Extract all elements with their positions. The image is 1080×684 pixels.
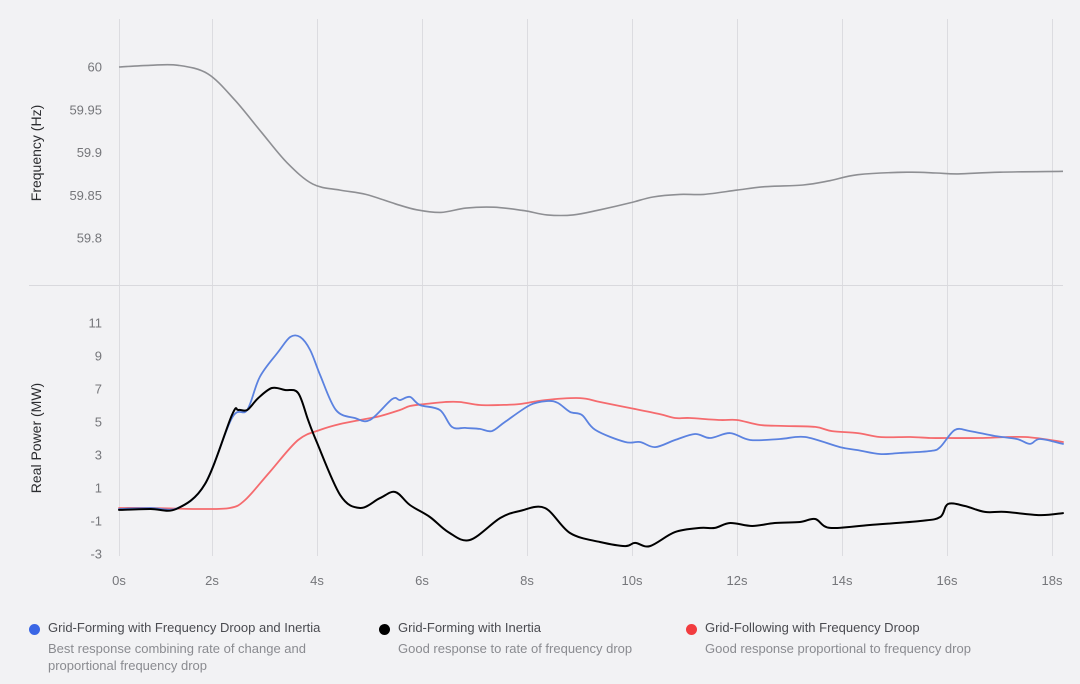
x-tick-label: 12s bbox=[727, 573, 748, 588]
gfm-inertia-line bbox=[118, 386, 1064, 548]
power-y-tick-label: 5 bbox=[95, 415, 102, 430]
power-y-tick-label: 9 bbox=[95, 349, 102, 364]
power-y-tick-label: 1 bbox=[95, 481, 102, 496]
gfl-droop-line bbox=[118, 397, 1064, 510]
power-y-tick-label: 7 bbox=[95, 382, 102, 397]
x-tick-label: 8s bbox=[520, 573, 534, 588]
x-tick-label: 10s bbox=[622, 573, 643, 588]
freq-y-tick-label: 60 bbox=[88, 60, 102, 75]
x-tick-label: 4s bbox=[310, 573, 324, 588]
legend-dot-icon bbox=[686, 624, 697, 635]
legend-title: Grid-Forming with Inertia bbox=[398, 620, 542, 635]
freq-y-tick-label: 59.85 bbox=[69, 188, 102, 203]
legend-title: Grid-Forming with Frequency Droop and In… bbox=[48, 620, 321, 635]
freq-y-tick-label: 59.9 bbox=[77, 145, 102, 160]
power-axis-title: Real Power (MW) bbox=[28, 383, 44, 493]
x-tick-label: 6s bbox=[415, 573, 429, 588]
gfm-droop-inertia-line bbox=[118, 334, 1064, 511]
power-y-tick-label: 3 bbox=[95, 448, 102, 463]
frequency-axis-title: Frequency (Hz) bbox=[28, 105, 44, 201]
frequency-plot bbox=[118, 63, 1064, 217]
power-plot bbox=[118, 334, 1064, 548]
power-y-tick-label: -3 bbox=[90, 547, 102, 562]
legend-dot-icon bbox=[379, 624, 390, 635]
vertical-gridlines bbox=[119, 19, 1053, 556]
legend: Grid-Forming with Frequency Droop and In… bbox=[0, 620, 1080, 684]
legend-description: Best response combining rate of change a… bbox=[48, 641, 307, 673]
legend-description: Good response to rate of frequency drop bbox=[398, 641, 633, 656]
x-tick-label: 16s bbox=[937, 573, 958, 588]
frequency-line bbox=[118, 63, 1064, 217]
freq-y-tick-label: 59.95 bbox=[69, 102, 102, 117]
power-y-tick-label: -1 bbox=[90, 514, 102, 529]
legend-description: Good response proportional to frequency … bbox=[705, 641, 971, 656]
x-tick-label: 14s bbox=[832, 573, 853, 588]
chart: 60 59.95 59.9 59.85 59.8 Frequency (Hz) 11 9 7… bbox=[28, 19, 1064, 588]
frequency-y-ticks: 60 59.95 59.9 59.85 59.8 bbox=[69, 60, 102, 246]
x-ticks: 0s 2s 4s 6s 8s 10s 12s 14s 16s 18s bbox=[112, 573, 1063, 588]
legend-title: Grid-Following with Frequency Droop bbox=[705, 620, 920, 635]
legend-dot-icon bbox=[29, 624, 40, 635]
x-tick-label: 2s bbox=[205, 573, 219, 588]
power-y-tick-label: 11 bbox=[89, 316, 103, 331]
x-tick-label: 0s bbox=[112, 573, 126, 588]
power-y-ticks: 11 9 7 5 3 1 -1 -3 bbox=[89, 316, 103, 562]
freq-y-tick-label: 59.8 bbox=[77, 231, 102, 246]
x-tick-label: 18s bbox=[1042, 573, 1063, 588]
